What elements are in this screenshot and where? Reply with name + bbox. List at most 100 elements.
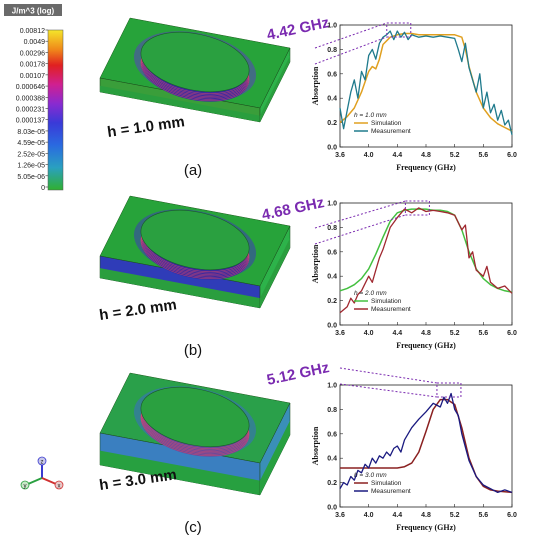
y-tick-label: 1.0 bbox=[327, 383, 337, 390]
axis-x-label: x bbox=[58, 484, 61, 490]
legend-entry: Measurement bbox=[371, 488, 411, 495]
x-tick-label: 5.2 bbox=[450, 152, 460, 159]
peak-marker-box bbox=[404, 200, 430, 216]
slab-side-base bbox=[260, 55, 290, 123]
colorbar-tick-label: 0.00296 bbox=[20, 50, 45, 57]
slab-front-base bbox=[100, 450, 260, 495]
x-tick-label: 5.2 bbox=[450, 512, 460, 519]
legend-thickness: h = 3.0 mm bbox=[354, 472, 387, 479]
peak-marker-box bbox=[386, 22, 412, 38]
y-tick-label: 0.0 bbox=[327, 323, 337, 330]
colorbar-tick-label: 4.59e-05 bbox=[17, 140, 45, 147]
fem-model-3 bbox=[99, 372, 291, 496]
y-tick-label: 0.0 bbox=[327, 505, 337, 512]
slab-side-base bbox=[260, 420, 290, 495]
fem-model-1 bbox=[99, 17, 291, 123]
panel-label: (c) bbox=[184, 519, 202, 536]
legend-entry: Simulation bbox=[371, 480, 402, 487]
colorbar-tick-label: 0.0049 bbox=[24, 39, 46, 46]
thickness-label: h = 1.0 mm bbox=[106, 113, 186, 141]
x-tick-label: 4.4 bbox=[392, 152, 402, 159]
x-tick-label: 4.0 bbox=[364, 152, 374, 159]
resonance-frequency-callout: 4.42 GHz bbox=[265, 14, 331, 44]
x-tick-label: 6.0 bbox=[507, 512, 517, 519]
series-line-simulation bbox=[339, 32, 513, 132]
colorbar-tick-label: 0 bbox=[41, 185, 45, 192]
slab-side-base bbox=[260, 238, 290, 308]
slab-front-base bbox=[100, 85, 260, 122]
colorbar-tick-label: 0.00812 bbox=[20, 28, 45, 35]
y-tick-label: 0.8 bbox=[327, 225, 337, 232]
legend-entry: Simulation bbox=[371, 120, 402, 127]
x-tick-label: 3.6 bbox=[335, 152, 345, 159]
x-tick-label: 3.6 bbox=[335, 330, 345, 337]
y-tick-label: 0.2 bbox=[327, 480, 337, 487]
colorbar-tick-label: 2.52e-05 bbox=[17, 151, 45, 158]
x-tick-label: 5.6 bbox=[478, 330, 488, 337]
x-tick-label: 4.8 bbox=[421, 330, 431, 337]
colorbar-title-box bbox=[4, 4, 62, 16]
x-tick-label: 4.8 bbox=[421, 512, 431, 519]
x-tick-label: 5.6 bbox=[478, 512, 488, 519]
callout-connector bbox=[314, 22, 387, 49]
y-tick-label: 0.4 bbox=[327, 456, 337, 463]
x-tick-label: 4.0 bbox=[364, 512, 374, 519]
plot-area bbox=[339, 384, 513, 508]
x-axis-label: Frequency (GHz) bbox=[396, 523, 456, 532]
y-tick-label: 0.2 bbox=[327, 298, 337, 305]
y-tick-label: 1.0 bbox=[327, 201, 337, 208]
y-tick-label: 0.0 bbox=[327, 145, 337, 152]
y-tick-label: 0.4 bbox=[327, 96, 337, 103]
legend-thickness: h = 1.0 mm bbox=[354, 112, 387, 119]
plot-area bbox=[339, 202, 513, 326]
y-axis-label: Absorption bbox=[311, 66, 320, 105]
x-axis-label: Frequency (GHz) bbox=[396, 341, 456, 350]
resonance-frequency-callout: 4.68 GHz bbox=[260, 194, 326, 224]
slab-front-base bbox=[100, 268, 260, 308]
legend-entry: Simulation bbox=[371, 298, 402, 305]
colorbar-tick-label: 0.000231 bbox=[16, 107, 45, 114]
thickness-label: h = 2.0 mm bbox=[98, 296, 178, 324]
fem-model-2 bbox=[99, 195, 291, 309]
absorption-chart-1: 3.6 4.0 4.4 4.8 5.2 5.6 6.0 0.0 0.2 0.4 0.6 0.8 1.0 F… bbox=[311, 22, 517, 172]
series-line-measurement bbox=[339, 392, 513, 494]
axis-z-label: z bbox=[41, 460, 44, 466]
x-tick-label: 6.0 bbox=[507, 152, 517, 159]
resonance-frequency-callout: 5.12 GHz bbox=[265, 359, 331, 389]
disk-top bbox=[140, 387, 250, 447]
y-tick-label: 0.8 bbox=[327, 407, 337, 414]
colorbar-gradient bbox=[47, 29, 64, 191]
disk-top bbox=[140, 32, 250, 92]
axis-triad-icon: z y x bbox=[20, 456, 64, 490]
colorbar: J/m^3 (log) 0.00812 0.0049 0.00296 0.00178 0… bbox=[4, 4, 64, 192]
x-axis-label: Frequency (GHz) bbox=[396, 163, 456, 172]
y-tick-label: 0.2 bbox=[327, 120, 337, 127]
x-tick-label: 5.2 bbox=[450, 330, 460, 337]
y-axis-label: Absorption bbox=[311, 426, 320, 465]
y-tick-label: 0.4 bbox=[327, 274, 337, 281]
callout-connector bbox=[339, 367, 438, 384]
y-tick-label: 0.6 bbox=[327, 431, 337, 438]
callout-connector bbox=[314, 36, 387, 65]
colorbar-tick-label: 0.00107 bbox=[20, 73, 45, 80]
colorbar-tick-label: 0.000646 bbox=[16, 84, 45, 91]
colorbar-tick-label: 8.03e-05 bbox=[17, 129, 45, 136]
x-tick-label: 4.4 bbox=[392, 330, 402, 337]
colorbar-title: J/m^3 (log) bbox=[12, 7, 55, 16]
panel-label: (a) bbox=[184, 162, 202, 179]
x-tick-label: 4.4 bbox=[392, 512, 402, 519]
legend-thickness: h = 2.0 mm bbox=[354, 290, 387, 297]
colorbar-tick-label: 0.000388 bbox=[16, 95, 45, 102]
series-line-measurement bbox=[339, 207, 513, 314]
axis-y-label: y bbox=[24, 484, 27, 490]
y-tick-label: 0.6 bbox=[327, 71, 337, 78]
callout-connector bbox=[339, 383, 437, 398]
x-tick-label: 5.6 bbox=[478, 152, 488, 159]
x-tick-label: 4.8 bbox=[421, 152, 431, 159]
colorbar-tick-label: 0.000137 bbox=[16, 118, 45, 125]
y-tick-label: 1.0 bbox=[327, 23, 337, 30]
colorbar-tick-label: 1.26e-05 bbox=[17, 163, 45, 170]
absorption-chart-2: 3.6 4.0 4.4 4.8 5.2 5.6 6.0 0.0 0.2 0.4 0.6 0.8 1.0 F… bbox=[311, 200, 517, 350]
colorbar-tick-label: 5.05e-06 bbox=[17, 174, 45, 181]
